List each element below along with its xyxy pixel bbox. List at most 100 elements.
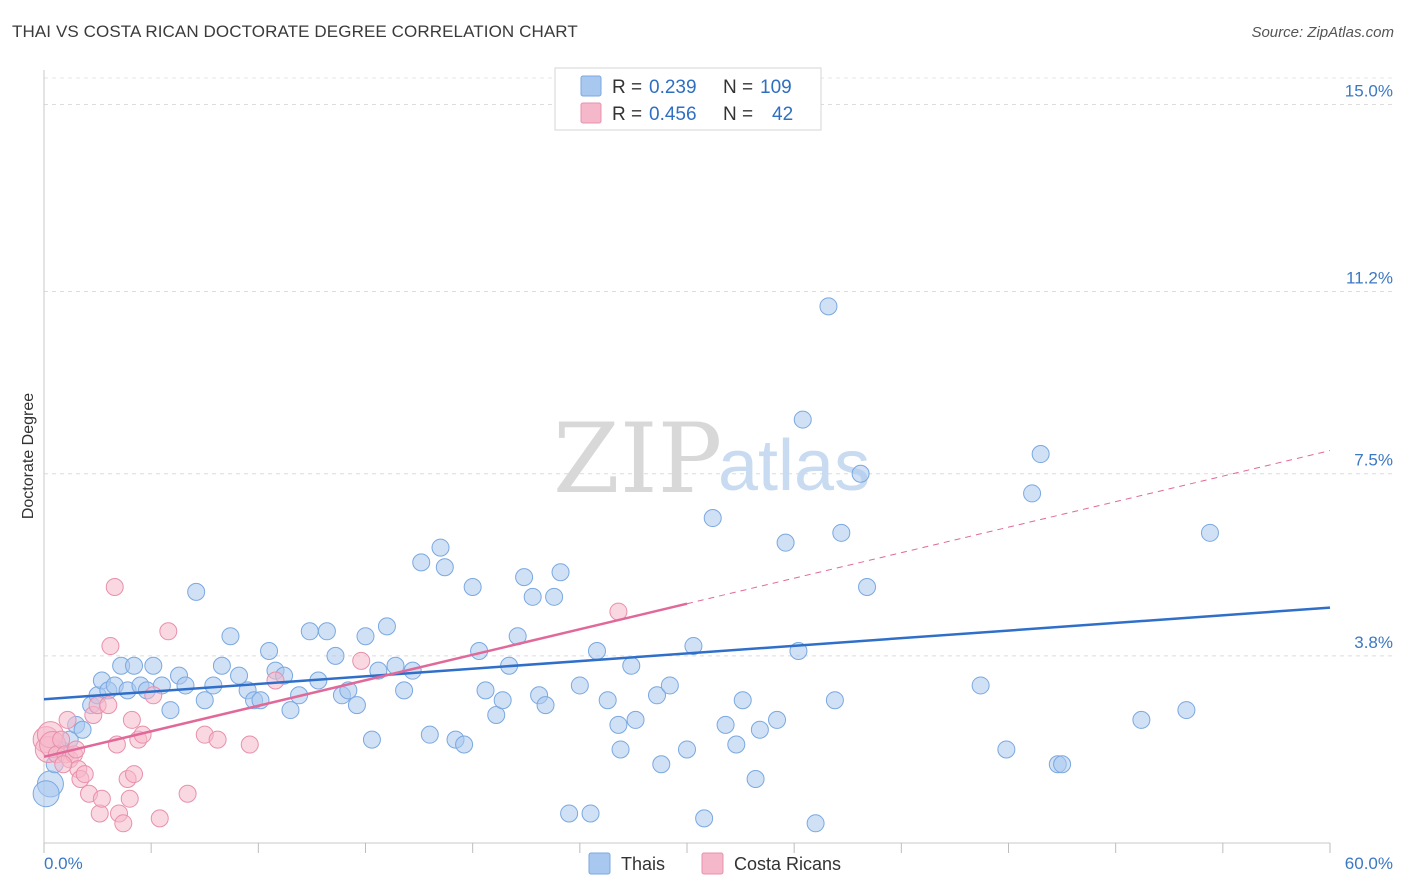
data-point	[695, 809, 714, 828]
data-point	[204, 676, 223, 695]
data-point	[435, 558, 454, 577]
x-tick-label: 60.0%	[1345, 854, 1393, 873]
data-point	[101, 637, 120, 656]
legend-n-value: 42	[772, 104, 793, 125]
data-point	[212, 656, 231, 675]
data-point	[230, 666, 249, 685]
grid-lines	[44, 77, 1395, 657]
data-point	[858, 577, 877, 596]
data-point	[622, 656, 641, 675]
trend-line-extension	[686, 450, 1331, 605]
data-point	[144, 656, 163, 675]
data-point	[825, 691, 844, 710]
data-point	[120, 789, 139, 808]
legend: R = 0.239 N = 109 R = 0.456 N = 42	[554, 67, 822, 131]
data-point	[32, 780, 60, 808]
data-point	[523, 587, 542, 606]
y-axis-label: Doctorate Degree	[20, 393, 37, 519]
data-point	[851, 464, 870, 483]
data-point	[1132, 710, 1151, 729]
watermark-zip: ZIP	[553, 403, 722, 515]
data-point	[281, 701, 300, 720]
data-point	[768, 710, 787, 729]
data-point	[678, 740, 696, 759]
data-point	[806, 814, 825, 833]
data-point	[412, 553, 431, 572]
data-point	[536, 696, 555, 715]
data-point	[431, 538, 450, 557]
data-point	[455, 735, 474, 754]
data-point	[187, 582, 206, 601]
data-point	[793, 410, 812, 429]
bottom-legend-swatch-costa-ricans	[701, 852, 724, 875]
x-tick-labels: 0.0% 60.0%	[44, 854, 1393, 873]
data-point	[545, 587, 564, 606]
bottom-legend-label-thais: Thais	[621, 854, 665, 874]
bottom-legend: Thais Costa Ricans	[588, 852, 841, 875]
trend-lines	[43, 450, 1331, 759]
data-point	[703, 509, 722, 528]
data-point	[326, 646, 345, 665]
data-point	[515, 568, 534, 587]
data-point	[356, 627, 375, 646]
data-point	[611, 740, 630, 759]
data-point	[125, 656, 144, 675]
data-point	[122, 710, 141, 729]
data-point	[125, 765, 144, 784]
data-point	[598, 691, 617, 710]
legend-r-value: 0.456	[649, 104, 697, 125]
data-point	[161, 701, 180, 720]
chart-title: THAI VS COSTA RICAN DOCTORATE DEGREE COR…	[12, 22, 578, 41]
source-label: Source: ZipAtlas.com	[1251, 24, 1394, 41]
data-point	[476, 681, 495, 700]
data-point	[684, 637, 703, 656]
watermark-atlas: atlas	[718, 426, 870, 506]
data-point	[587, 641, 606, 660]
data-point	[1053, 755, 1072, 774]
data-point	[997, 740, 1016, 759]
legend-n-label: N =	[723, 104, 753, 125]
bottom-legend-label-costa-ricans: Costa Ricans	[734, 854, 841, 874]
data-point	[551, 563, 570, 582]
data-point	[493, 691, 512, 710]
data-point	[652, 755, 671, 774]
data-point	[114, 814, 133, 833]
data-point	[819, 297, 838, 316]
data-point	[266, 671, 285, 690]
data-point	[178, 784, 197, 803]
data-point	[317, 622, 336, 641]
data-point	[1177, 701, 1196, 720]
trend-line	[43, 602, 688, 759]
data-point	[746, 769, 765, 788]
data-point	[647, 686, 666, 705]
data-point	[776, 533, 795, 552]
data-point	[260, 641, 279, 660]
data-point	[150, 809, 169, 828]
data-point	[1023, 484, 1042, 503]
y-tick-label: 15.0%	[1345, 81, 1393, 100]
x-axis-ticks	[43, 843, 1331, 853]
trend-line	[43, 606, 1331, 701]
data-point	[463, 577, 482, 596]
data-point	[832, 523, 851, 542]
watermark: ZIP atlas	[553, 403, 870, 515]
data-point	[352, 651, 371, 670]
data-point	[159, 622, 178, 641]
data-point	[105, 577, 124, 596]
data-point	[420, 725, 439, 744]
data-point	[75, 765, 94, 784]
data-point	[750, 720, 769, 739]
legend-r-label: R =	[612, 104, 642, 125]
data-point	[626, 710, 645, 729]
data-point	[92, 789, 111, 808]
data-point	[733, 691, 752, 710]
legend-n-value: 109	[760, 77, 792, 98]
legend-r-value: 0.239	[649, 77, 697, 98]
data-point	[221, 627, 240, 646]
bottom-legend-swatch-thais	[588, 852, 611, 875]
data-point	[560, 804, 579, 823]
data-point	[581, 804, 600, 823]
legend-r-label: R =	[612, 77, 642, 98]
x-tick-label: 0.0%	[44, 854, 83, 873]
y-tick-label: 7.5%	[1354, 451, 1393, 470]
